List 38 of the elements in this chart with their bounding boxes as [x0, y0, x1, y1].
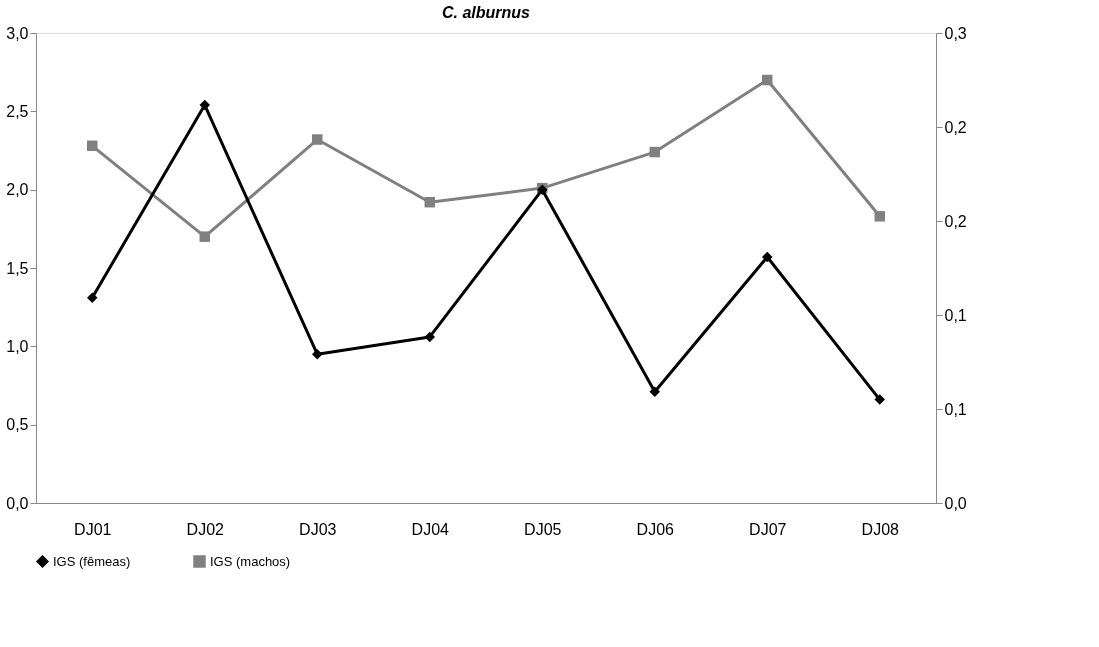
x-tick-label: DJ03 — [299, 520, 337, 538]
legend-label: IGS (fêmeas) — [53, 553, 131, 569]
x-tick-label: DJ02 — [186, 520, 225, 538]
y-tick-label: 2,5 — [6, 102, 29, 120]
y-tick-label: 1,5 — [6, 259, 29, 277]
y-tick-label: 0,5 — [6, 416, 29, 434]
point — [312, 134, 323, 145]
point — [312, 348, 323, 360]
point — [649, 386, 660, 398]
y-tick-label: 2,0 — [6, 181, 29, 199]
point — [424, 331, 435, 343]
point — [87, 140, 98, 152]
point — [199, 231, 210, 242]
point — [874, 394, 885, 405]
y-tick-label: 0,0 — [6, 494, 29, 512]
x-tick-label: DJ07 — [749, 520, 787, 538]
point — [424, 196, 435, 208]
point — [762, 251, 773, 263]
point — [649, 146, 660, 158]
point — [874, 211, 885, 222]
x-tick-label: DJ08 — [861, 520, 900, 538]
legend-label: IGS (machos) — [210, 553, 291, 569]
y-tick-label: 3,0 — [6, 24, 29, 42]
x-tick-label: DJ04 — [411, 520, 450, 538]
point — [199, 99, 210, 111]
y2-tick-label: 0,0 — [944, 494, 967, 512]
y2-tick-label: 0,3 — [944, 24, 967, 42]
y2-tick-label: 0,2 — [944, 212, 967, 230]
y-tick-label: 1,0 — [6, 337, 29, 355]
chart-title: C. alburnus — [441, 4, 531, 21]
y2-tick-label: 0,1 — [944, 306, 967, 324]
x-tick-label: DJ05 — [524, 520, 562, 538]
point — [87, 292, 98, 304]
x-tick-label: DJ01 — [74, 520, 112, 538]
y2-tick-label: 0,1 — [944, 400, 967, 418]
point — [762, 74, 773, 86]
x-tick-label: DJ06 — [636, 520, 675, 538]
y2-tick-label: 0,2 — [944, 118, 967, 136]
